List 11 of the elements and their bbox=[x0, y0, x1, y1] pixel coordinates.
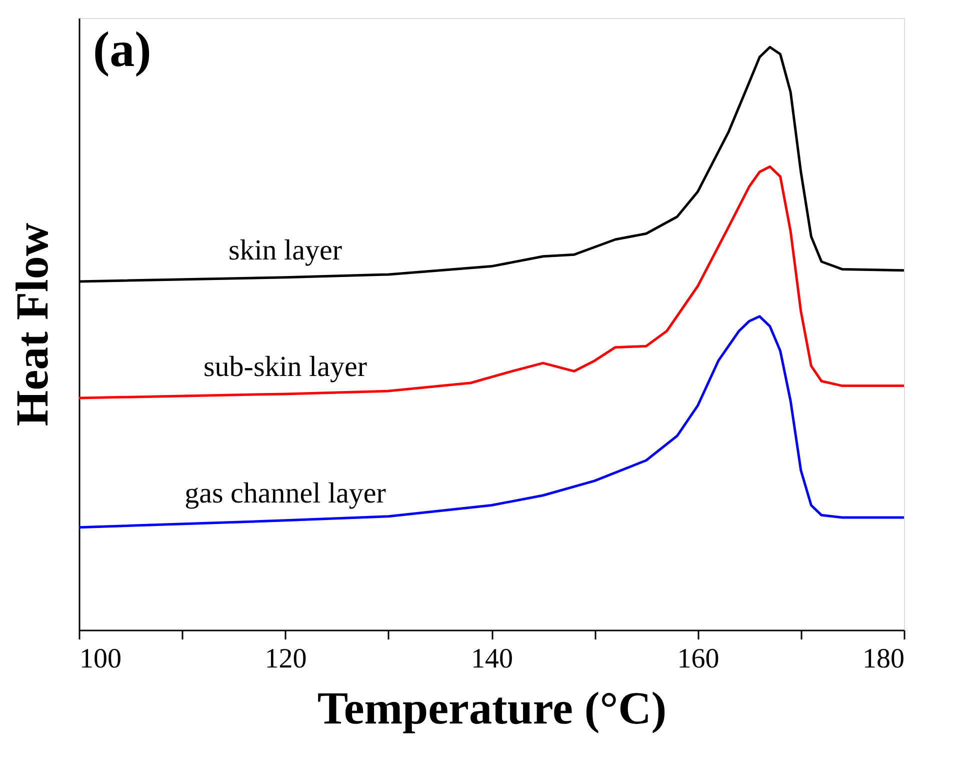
series-label: sub-skin layer bbox=[204, 350, 368, 383]
x-tick-label: 160 bbox=[677, 644, 720, 674]
x-tick-label: 180 bbox=[862, 644, 904, 674]
x-axis-title: Temperature (°C) bbox=[317, 682, 667, 734]
x-tick-label: 140 bbox=[471, 644, 513, 674]
y-axis-title: Heat Flow bbox=[6, 222, 58, 426]
x-tick-label: 100 bbox=[80, 644, 122, 674]
annotation: (a) bbox=[93, 21, 152, 77]
series-label: skin layer bbox=[228, 234, 342, 266]
series-label: gas channel layer bbox=[184, 477, 386, 510]
x-tick-label: 120 bbox=[264, 644, 307, 674]
